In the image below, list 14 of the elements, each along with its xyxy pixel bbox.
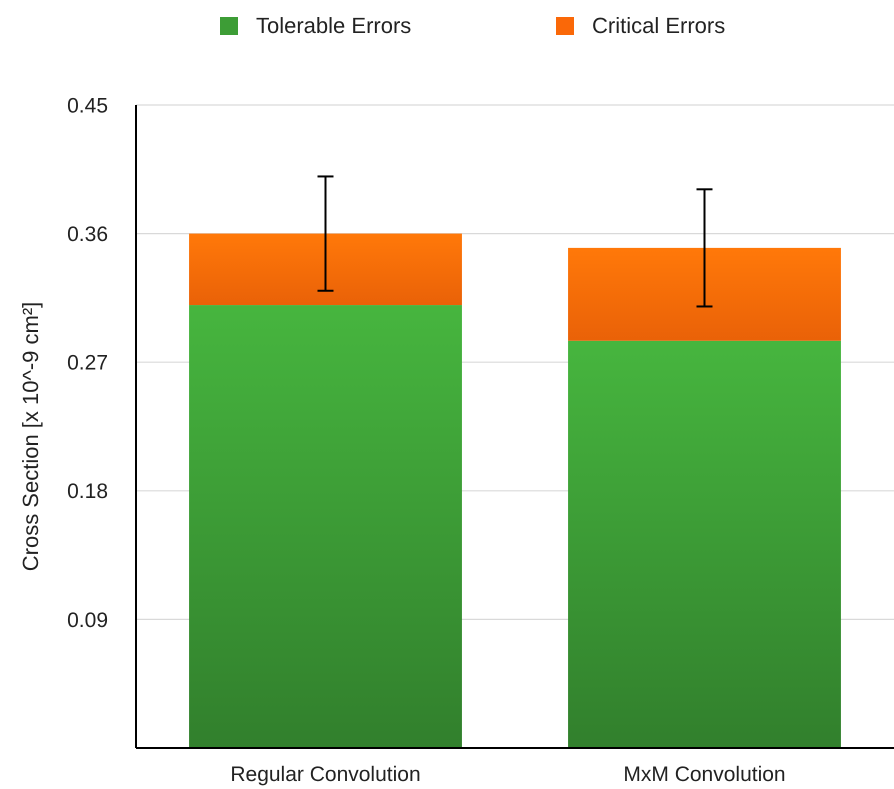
bar [568, 340, 841, 748]
y-axis-title: Cross Section [x 10^-9 cm²] [18, 302, 43, 572]
x-tick-label: Regular Convolution [230, 763, 421, 786]
y-tick-label: 0.45 [67, 94, 108, 118]
bar [568, 248, 841, 341]
y-tick-label: 0.18 [67, 480, 108, 504]
bar [189, 305, 462, 748]
legend-label: Tolerable Errors [256, 13, 412, 38]
y-tick-label: 0.27 [67, 352, 108, 375]
y-tick-label: 0.09 [67, 608, 108, 632]
x-tick-label: MxM Convolution [623, 763, 786, 786]
y-tick-label: 0.36 [67, 222, 108, 246]
legend-label: Critical Errors [592, 13, 726, 38]
bar [189, 234, 462, 306]
